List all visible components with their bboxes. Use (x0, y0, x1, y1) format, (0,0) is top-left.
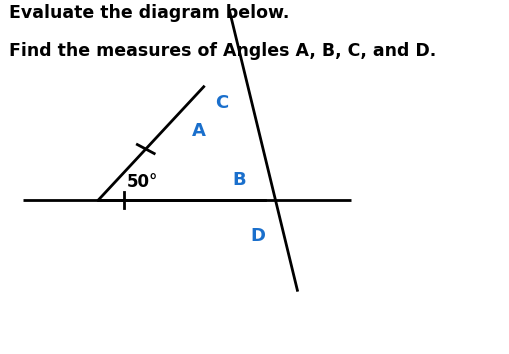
Text: B: B (232, 171, 246, 189)
Text: Find the measures of Angles A, B, C, and D.: Find the measures of Angles A, B, C, and… (9, 42, 437, 61)
Text: Evaluate the diagram below.: Evaluate the diagram below. (9, 4, 290, 22)
Text: A: A (192, 122, 206, 140)
Text: C: C (215, 94, 229, 112)
Text: D: D (250, 227, 265, 245)
Text: 50°: 50° (126, 173, 158, 191)
